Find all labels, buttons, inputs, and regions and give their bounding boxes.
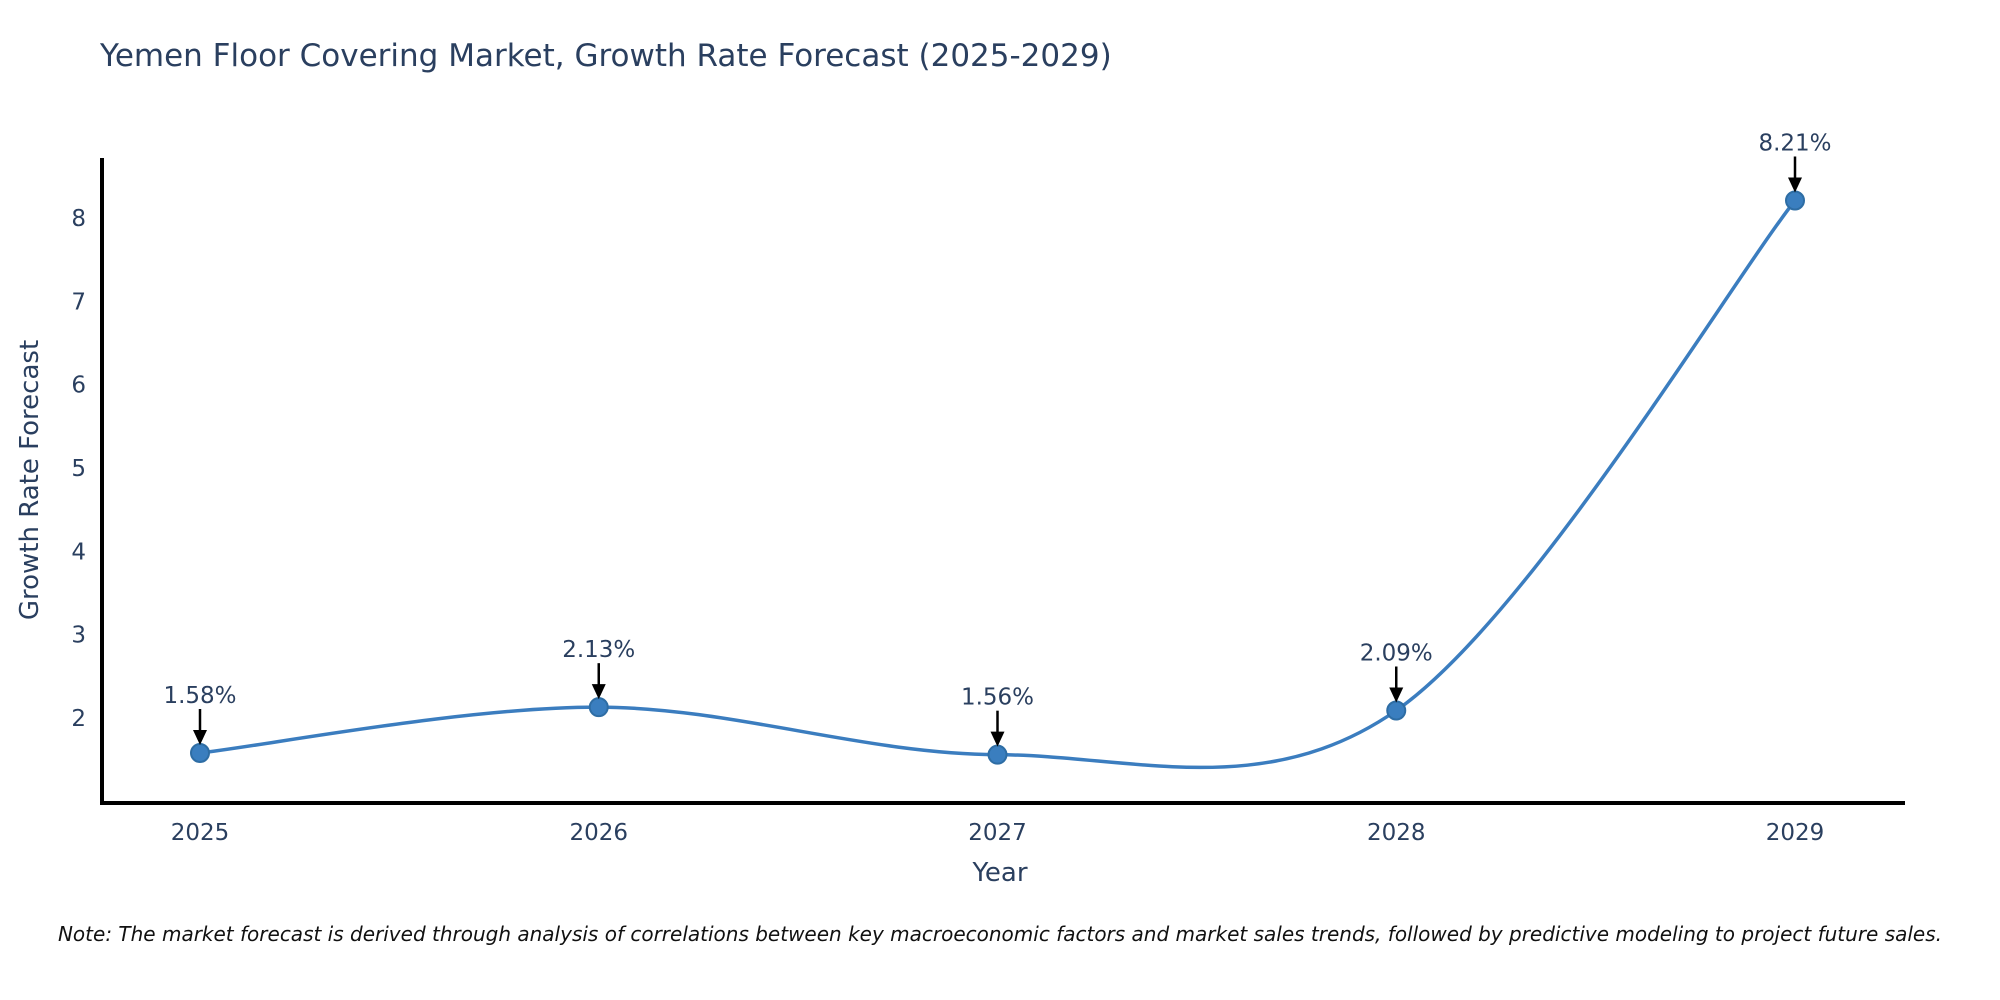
x-tick-label: 2027 [968,820,1027,846]
y-tick-label: 5 [71,456,86,482]
x-tick-label: 2026 [569,820,628,846]
point-annotation: 8.21% [1758,131,1831,157]
annotation-arrowhead [1788,177,1802,193]
x-tick-label: 2025 [171,820,230,846]
point-annotation: 1.58% [163,683,236,709]
y-tick-label: 6 [71,373,86,399]
data-point-marker [987,744,1008,765]
annotation-arrowhead [193,730,207,745]
y-tick-label: 4 [71,539,86,565]
data-point-marker [1785,190,1805,211]
annotation-arrowhead [990,731,1005,747]
annotation-arrowhead [1389,687,1404,703]
annotation-arrowhead [591,684,606,700]
x-axis-title: Year [972,858,1028,888]
y-tick-label: 2 [71,706,86,732]
data-point-marker [588,697,609,718]
y-tick-label: 7 [71,289,86,315]
point-annotation: 2.09% [1360,641,1433,667]
data-point-marker [1386,700,1407,721]
x-tick-label: 2028 [1367,820,1426,846]
footnote: Note: The market forecast is derived thr… [57,922,1943,946]
y-tick-label: 3 [71,623,86,649]
series-line [198,198,1797,770]
x-tick-label: 2029 [1766,820,1825,846]
data-point-marker [190,743,210,763]
point-annotation: 2.13% [562,637,635,663]
chart-title: Yemen Floor Covering Market, Growth Rate… [100,38,1112,74]
point-annotation: 1.56% [961,685,1034,711]
y-tick-label: 8 [71,206,86,232]
